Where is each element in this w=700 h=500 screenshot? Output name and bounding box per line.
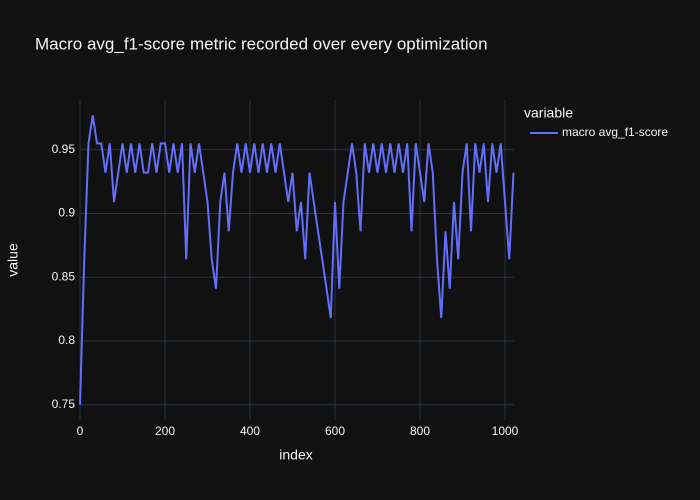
chart-title: Macro avg_f1-score metric recorded over … (35, 34, 488, 53)
y-tick-label: 0.85 (52, 269, 76, 283)
y-axis-label: value (5, 243, 21, 277)
y-tick-label: 0.75 (52, 397, 76, 411)
x-tick-label: 800 (410, 424, 430, 438)
legend-label: macro avg_f1-score (562, 125, 668, 139)
x-tick-label: 200 (155, 424, 175, 438)
x-tick-label: 600 (325, 424, 345, 438)
y-tick-label: 0.8 (58, 333, 75, 347)
y-tick-label: 0.9 (58, 206, 75, 220)
x-tick-label: 0 (77, 424, 84, 438)
x-axis-label: index (279, 447, 312, 463)
x-tick-label: 400 (240, 424, 260, 438)
legend-title: variable (524, 105, 573, 121)
data-line (79, 115, 515, 405)
x-tick-label: 1000 (492, 424, 519, 438)
y-tick-label: 0.95 (52, 142, 76, 156)
